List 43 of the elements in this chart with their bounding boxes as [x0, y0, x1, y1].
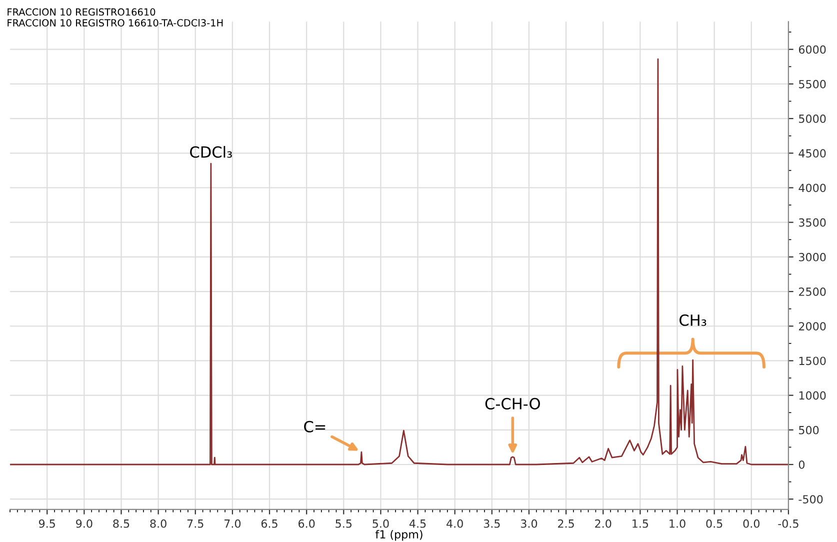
y-tick-label: 2000 — [798, 322, 826, 330]
x-tick-label: 5.5 — [336, 520, 352, 528]
y-tick-label: 500 — [799, 426, 819, 434]
y-tick-label: 0 — [798, 460, 805, 469]
x-tick-label: 1.5 — [632, 520, 648, 528]
y-tick-label: 3000 — [799, 252, 826, 262]
x-tick-label: 7.0 — [224, 519, 241, 528]
annotation: C-CH-O — [485, 398, 540, 410]
line-series — [10, 58, 788, 466]
x-tick-label: 9.0 — [76, 519, 92, 528]
chart-title: FRACCION 10 REGISTRO16610 — [8, 8, 156, 16]
x-tick-label: 3.0 — [520, 519, 538, 528]
x-tick-label: 9.5 — [38, 519, 55, 528]
x-tick-label: 3.5 — [484, 519, 500, 528]
y-tick-label: 4500 — [798, 149, 826, 158]
x-tick-label: 7.5 — [187, 520, 204, 528]
chart-subtitle: FRACCION 10 REGISTRO 16610-TA-CDCl3-1H — [8, 18, 223, 26]
x-tick-label: 4.5 — [409, 520, 426, 528]
x-tick-label: 2.0 — [595, 519, 612, 528]
x-tick-label: 5.0 — [372, 519, 389, 528]
x-tick-label: 2.5 — [558, 519, 574, 528]
y-tick-label: 5000 — [799, 114, 826, 123]
y-tick-label: 1000 — [799, 391, 826, 400]
y-tick-label: 4000 — [798, 184, 826, 192]
annotation: CH₃ — [680, 314, 706, 326]
y-tick-label: -500 — [798, 495, 823, 504]
y-tick-label: 6000 — [798, 45, 826, 54]
x-tick-label: 1.0 — [670, 519, 686, 528]
x-tick-label: 0.0 — [743, 519, 760, 528]
x-axis-title: f1 (ppm) — [375, 530, 422, 541]
x-tick-label: 8.0 — [150, 519, 166, 528]
y-tick-label: 5500 — [799, 80, 826, 88]
x-tick-label: 8.5 — [113, 519, 130, 528]
annotation: C= — [304, 420, 326, 432]
x-tick-label: 6.5 — [261, 519, 278, 528]
y-tick-label: 3500 — [799, 218, 826, 227]
x-tick-label: 4.0 — [446, 519, 463, 528]
y-tick-label: 2500 — [798, 288, 826, 296]
x-tick-label: 6.0 — [298, 519, 315, 528]
y-tick-label: 1500 — [799, 356, 826, 366]
x-tick-label: -0.5 — [778, 519, 798, 528]
x-tick-label: 0.5 — [706, 519, 722, 528]
annotation: CDCl₃ — [190, 146, 232, 158]
